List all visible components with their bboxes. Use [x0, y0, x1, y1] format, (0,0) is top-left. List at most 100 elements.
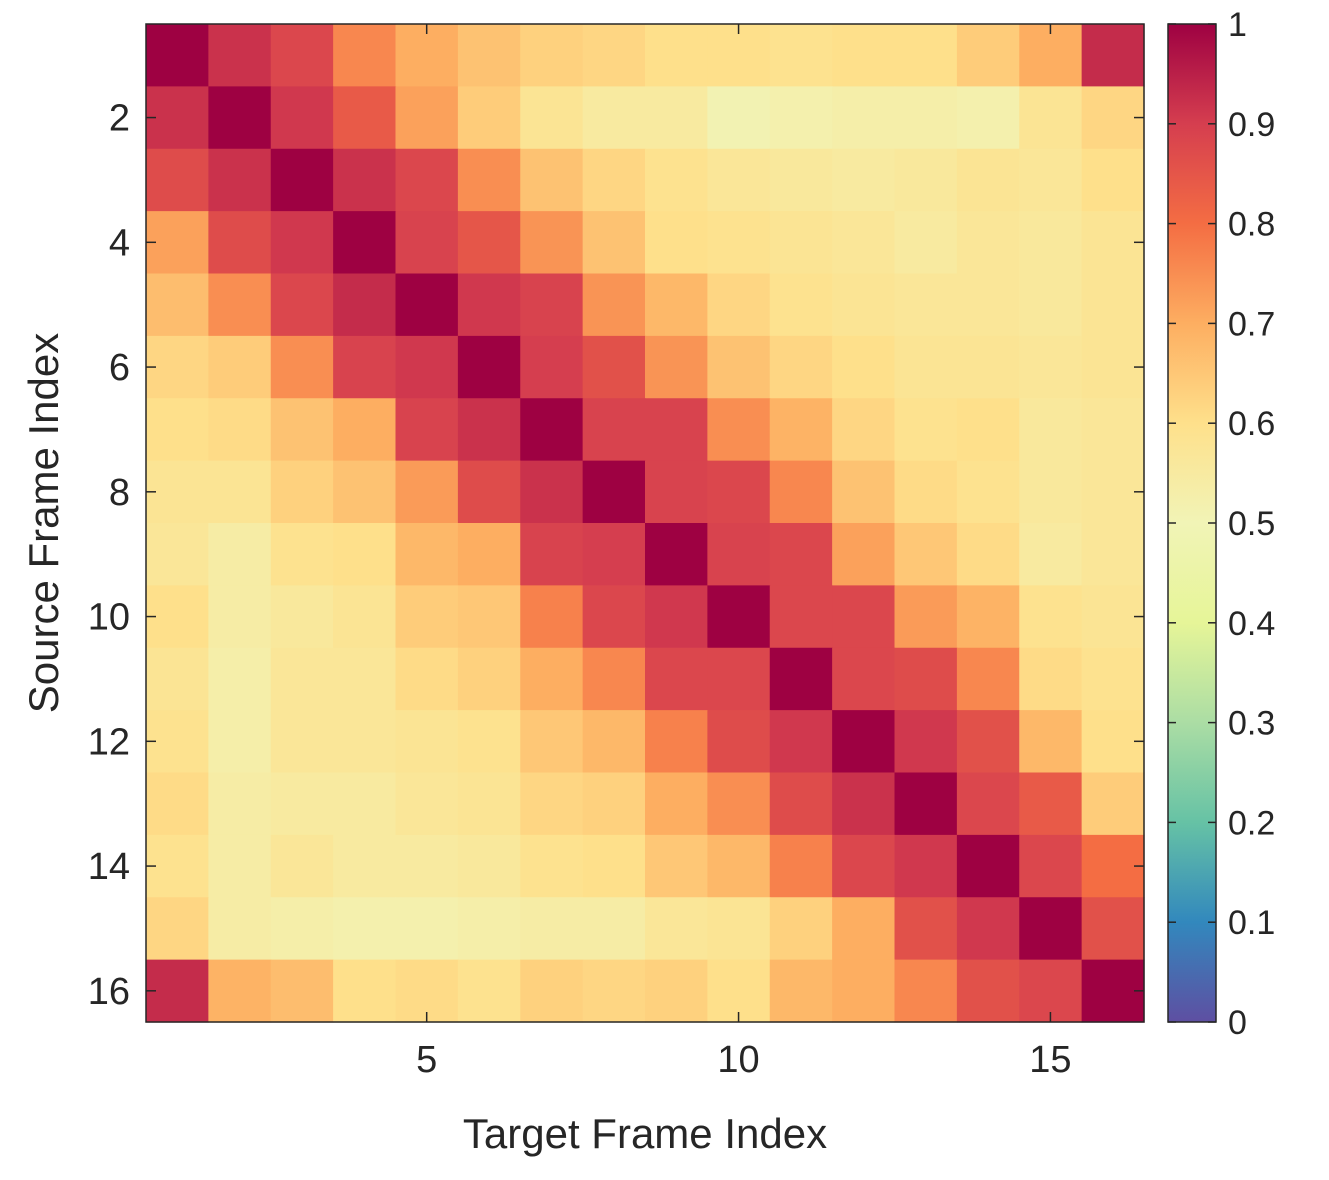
y-tick-label: 16 [88, 971, 130, 1013]
heatmap-cell [520, 211, 584, 275]
heatmap-cell [832, 897, 896, 961]
colorbar-tick-label: 0.8 [1228, 206, 1275, 244]
heatmap-cell [1081, 273, 1145, 337]
colorbar-tick-label: 0.3 [1228, 705, 1275, 743]
heatmap-cell [208, 772, 272, 836]
heatmap-cell [894, 460, 958, 524]
heatmap-cell [832, 460, 896, 524]
heatmap-cell [1081, 398, 1145, 462]
heatmap-cell [582, 523, 646, 586]
heatmap-cell [894, 897, 958, 961]
heatmap-cell [894, 523, 958, 586]
y-tick-label: 14 [88, 846, 130, 888]
y-tick-label: 8 [109, 472, 130, 514]
heatmap-cell [645, 148, 708, 212]
heatmap-cell [520, 647, 584, 711]
heatmap-cell [1019, 335, 1083, 399]
heatmap-cell [208, 86, 272, 150]
heatmap-cell [146, 398, 209, 462]
heatmap-cell [894, 398, 958, 462]
heatmap-cell [270, 959, 334, 1023]
heatmap-cell [894, 959, 958, 1023]
heatmap-cell [457, 959, 521, 1023]
heatmap-cell [894, 772, 958, 836]
heatmap-cell [395, 585, 459, 649]
heatmap-cell [457, 772, 521, 836]
heatmap-cell [1019, 523, 1083, 586]
heatmap-cell [707, 523, 771, 586]
heatmap-cell [333, 959, 397, 1023]
x-tick-label: 10 [717, 1039, 759, 1081]
heatmap-cell [208, 647, 272, 711]
plot-frame [145, 23, 1145, 1023]
heatmap-cell [270, 834, 334, 898]
heatmap-cell [645, 710, 708, 774]
heatmap-cell [520, 86, 584, 150]
colorbar-tick-label: 1 [1228, 6, 1247, 44]
heatmap-cell [457, 148, 521, 212]
heatmap-cell [1019, 897, 1083, 961]
heatmap-cell [520, 897, 584, 961]
heatmap-cell [457, 211, 521, 275]
heatmap-cell [208, 148, 272, 212]
heatmap-cell [520, 710, 584, 774]
heatmap-cell [769, 772, 833, 836]
heatmap-cell [894, 647, 958, 711]
heatmap-cell [270, 897, 334, 961]
heatmap-cell [1019, 273, 1083, 337]
heatmap-cell [208, 523, 272, 586]
heatmap-cell [395, 398, 459, 462]
heatmap-cell [1019, 148, 1083, 212]
heatmap-cell [707, 647, 771, 711]
heatmap-cell [832, 710, 896, 774]
heatmap-cell [333, 398, 397, 462]
heatmap-cell [146, 148, 209, 212]
heatmap-cell [956, 647, 1020, 711]
heatmap-cell [832, 772, 896, 836]
heatmap-cell [832, 398, 896, 462]
heatmap-cell [395, 148, 459, 212]
heatmap-cell [270, 523, 334, 586]
heatmap-cell [520, 24, 584, 87]
heatmap-cell [832, 335, 896, 399]
heatmap-cell [333, 211, 397, 275]
heatmap-cell [270, 460, 334, 524]
y-tick-label: 12 [88, 721, 130, 763]
heatmap-cell [333, 460, 397, 524]
heatmap-cell [956, 273, 1020, 337]
x-axis-ticks: 5 10 15 [416, 24, 1072, 1081]
heatmap-cell [894, 710, 958, 774]
colorbar-tick-label: 0.2 [1228, 804, 1275, 842]
heatmap-cell [582, 772, 646, 836]
heatmap-cell [333, 772, 397, 836]
heatmap-cell [1081, 148, 1145, 212]
heatmap-cell [645, 585, 708, 649]
heatmap-cell [208, 398, 272, 462]
heatmap-cell [146, 335, 209, 399]
heatmap-cell [769, 897, 833, 961]
heatmap-cell [582, 211, 646, 275]
heatmap-cell [270, 148, 334, 212]
heatmap-cell [270, 335, 334, 399]
heatmap-cell [645, 398, 708, 462]
heatmap-cell [769, 24, 833, 87]
heatmap-cell [208, 273, 272, 337]
heatmap-cell [520, 585, 584, 649]
heatmap-cell [645, 959, 708, 1023]
heatmap-cell [956, 834, 1020, 898]
heatmap-cell [395, 834, 459, 898]
heatmap-cell [146, 585, 209, 649]
heatmap-cell [582, 398, 646, 462]
heatmap-cell [832, 211, 896, 275]
heatmap-cell [395, 710, 459, 774]
heatmap-cell [333, 86, 397, 150]
heatmap-cell [270, 398, 334, 462]
heatmap-cell [146, 710, 209, 774]
colorbar-tick-label: 0.4 [1228, 605, 1275, 643]
heatmap-cell [395, 460, 459, 524]
heatmap-cell [333, 523, 397, 586]
heatmap-cell [1019, 647, 1083, 711]
heatmap-cell [208, 834, 272, 898]
heatmap-cell [457, 335, 521, 399]
heatmap-cell [457, 834, 521, 898]
